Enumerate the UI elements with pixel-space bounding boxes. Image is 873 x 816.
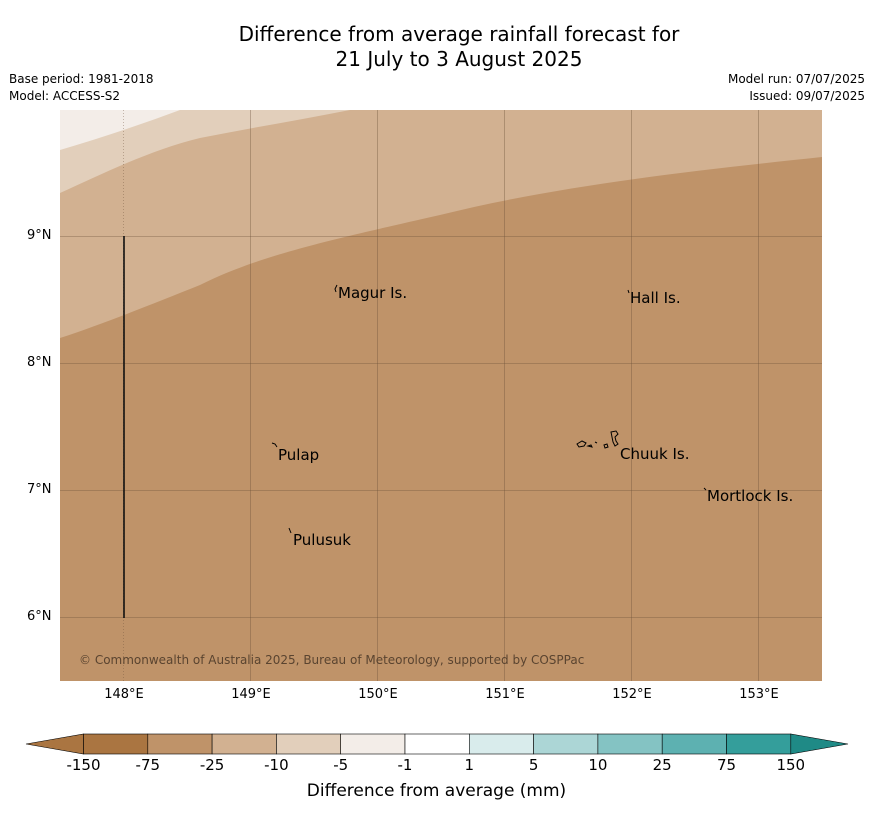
colorbar-swatch bbox=[276, 733, 341, 755]
colorbar-swatch bbox=[533, 733, 599, 755]
y-tick-6n: 6°N bbox=[27, 609, 52, 624]
title-line-2: 21 July to 3 August 2025 bbox=[335, 47, 583, 71]
copyright-notice: © Commonwealth of Australia 2025, Bureau… bbox=[79, 653, 585, 667]
colorbar-tick-label: -75 bbox=[135, 756, 161, 774]
place-mortlock: Mortlock Is. bbox=[707, 487, 794, 505]
place-magur: Magur Is. bbox=[338, 284, 408, 302]
y-tick-9n: 9°N bbox=[27, 228, 52, 243]
x-tick-151e: 151°E bbox=[485, 687, 525, 702]
place-chuuk: Chuuk Is. bbox=[620, 445, 690, 463]
colorbar-tick-label: -10 bbox=[264, 756, 289, 774]
x-tick-150e: 150°E bbox=[358, 687, 398, 702]
x-tick-148e: 148°E bbox=[104, 687, 144, 702]
y-tick-7n: 7°N bbox=[27, 482, 52, 497]
mortlock-island-icon bbox=[703, 487, 707, 491]
issued-date: Issued: 09/07/2025 bbox=[749, 89, 865, 103]
place-pulap: Pulap bbox=[278, 446, 320, 464]
base-period: Base period: 1981-2018 bbox=[9, 72, 154, 86]
meta-right: Model run: 07/07/2025 Issued: 09/07/2025 bbox=[728, 71, 865, 105]
anomaly-zone-minus-10 bbox=[60, 110, 822, 338]
pulusuk-island-icon bbox=[288, 527, 292, 534]
colorbar-tick-label: -150 bbox=[66, 756, 101, 774]
colorbar-swatch bbox=[597, 733, 663, 755]
colorbar-title: Difference from average (mm) bbox=[306, 781, 567, 801]
colorbar-min-arrow bbox=[25, 733, 84, 755]
colorbar-tick-label: 75 bbox=[716, 756, 737, 774]
y-tick-8n: 8°N bbox=[27, 355, 52, 370]
colorbar-tick-label: 5 bbox=[528, 756, 539, 774]
x-tick-153e: 153°E bbox=[739, 687, 779, 702]
colorbar-tick-label: 25 bbox=[652, 756, 672, 774]
meta-left: Base period: 1981-2018 Model: ACCESS-S2 bbox=[9, 71, 154, 105]
colorbar-swatch bbox=[468, 733, 534, 755]
colorbar-tick-label: -5 bbox=[333, 756, 349, 774]
x-tick-149e: 149°E bbox=[231, 687, 271, 702]
colorbar-swatch bbox=[340, 733, 406, 755]
colorbar-max-arrow bbox=[790, 733, 849, 755]
map-title: Difference from average rainfall forecas… bbox=[0, 22, 873, 72]
x-tick-152e: 152°E bbox=[612, 687, 652, 702]
colorbar-tick-label: 1 bbox=[464, 756, 475, 774]
pulap-island-icon bbox=[271, 442, 278, 448]
colorbar-tick-label: 150 bbox=[776, 756, 806, 774]
colorbar-tick-label: -25 bbox=[199, 756, 225, 774]
colorbar-swatch bbox=[661, 733, 727, 755]
colorbar-swatch bbox=[211, 733, 277, 755]
chuuk-islands-icon bbox=[576, 430, 619, 449]
islands bbox=[271, 284, 707, 534]
place-pulusuk: Pulusuk bbox=[293, 531, 351, 549]
model-name: Model: ACCESS-S2 bbox=[9, 89, 121, 103]
title-line-1: Difference from average rainfall forecas… bbox=[238, 22, 680, 46]
anomaly-zone-minus-1 bbox=[60, 110, 180, 150]
anomaly-zone-minus-5 bbox=[60, 110, 350, 193]
place-hall: Hall Is. bbox=[630, 289, 681, 307]
colorbar-swatch bbox=[83, 733, 149, 755]
magur-island-icon bbox=[334, 284, 338, 293]
colorbar-swatch bbox=[726, 733, 792, 755]
colorbar-swatch bbox=[404, 733, 470, 755]
colorbar-tick-label: 10 bbox=[588, 756, 608, 774]
colorbar bbox=[25, 733, 849, 755]
colorbar-swatch bbox=[147, 733, 213, 755]
hall-island-icon bbox=[627, 289, 630, 294]
colorbar-tick-label: -1 bbox=[397, 756, 413, 774]
model-run: Model run: 07/07/2025 bbox=[727, 72, 865, 86]
